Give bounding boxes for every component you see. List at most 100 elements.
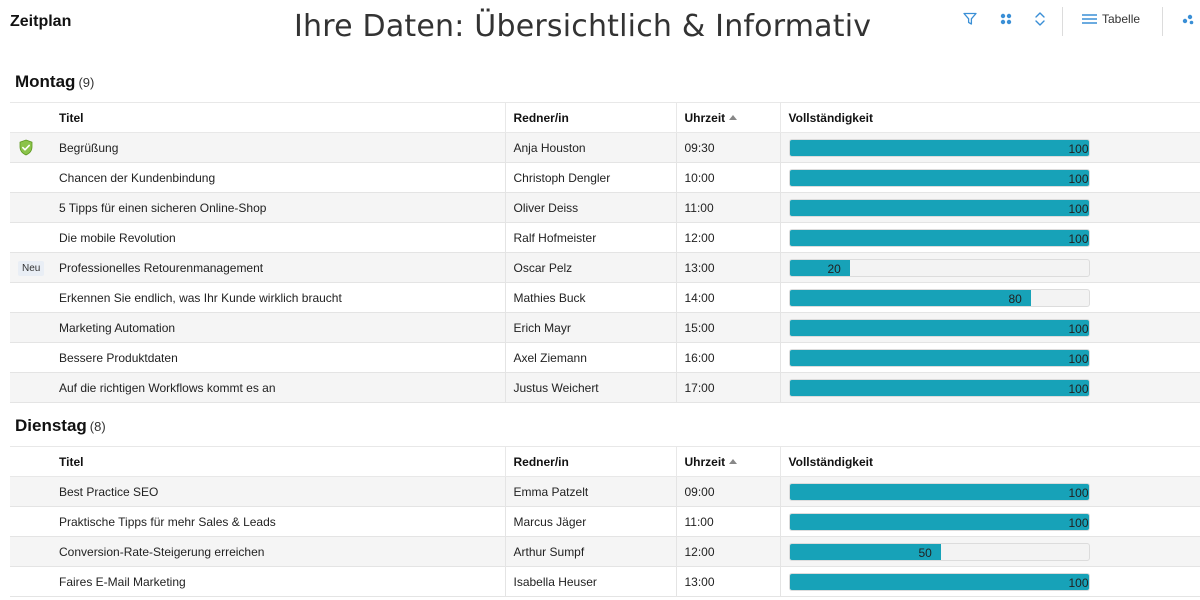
row-flag-cell	[10, 312, 51, 343]
row-flag-cell	[10, 342, 51, 373]
page-banner: Ihre Daten: Übersichtlich & Informativ	[294, 9, 872, 44]
progress-bar: 50	[788, 542, 1090, 561]
column-header-time[interactable]: Uhrzeit	[675, 446, 780, 477]
table-row[interactable]: Die mobile Revolution Ralf Hofmeister 12:0…	[10, 222, 1200, 253]
table-row[interactable]: Conversion-Rate-Steigerung erreichen Arth…	[10, 536, 1200, 567]
column-header-speaker-label: Redner/in	[513, 454, 569, 469]
filter-button[interactable]	[962, 10, 978, 28]
completeness-cell: 100	[779, 372, 1200, 403]
filter-icon	[963, 12, 977, 25]
row-flag-cell	[10, 536, 51, 567]
scatter-icon	[1182, 14, 1194, 25]
session-time: 17:00	[675, 372, 780, 403]
column-header-title-label: Titel	[59, 454, 84, 469]
table-row[interactable]: Bessere Produktdaten Axel Ziemann 16:00 100	[10, 342, 1200, 373]
session-speaker: Anja Houston	[504, 132, 676, 163]
progress-fill	[789, 229, 1089, 246]
column-header-time-label: Uhrzeit	[684, 110, 726, 125]
column-header-speaker[interactable]: Redner/in	[504, 102, 676, 133]
column-header-speaker-label: Redner/in	[513, 110, 569, 125]
row-flag-cell	[10, 566, 51, 597]
progress-fill	[789, 169, 1089, 186]
column-header-title[interactable]: Titel	[51, 102, 505, 133]
column-header-speaker[interactable]: Redner/in	[504, 446, 676, 477]
session-speaker: Axel Ziemann	[504, 342, 676, 373]
progress-fill	[789, 319, 1089, 336]
session-speaker: Arthur Sumpf	[504, 536, 676, 567]
schedule-table: Titel Redner/in Uhrzeit Vollständigkeit Begr…	[10, 102, 1200, 403]
table-row[interactable]: Marketing Automation Erich Mayr 15:00 100	[10, 312, 1200, 343]
table-row[interactable]: Best Practice SEO Emma Patzelt 09:00 100	[10, 476, 1200, 507]
session-speaker: Oliver Deiss	[504, 192, 676, 223]
completeness-cell: 100	[779, 162, 1200, 193]
session-time: 13:00	[675, 566, 780, 597]
table-header-row: Titel Redner/in Uhrzeit Vollständigkeit	[10, 446, 1200, 477]
progress-bar: 100	[788, 138, 1090, 157]
row-flag-cell: Neu	[10, 252, 51, 283]
session-time: 09:30	[675, 132, 780, 163]
session-time: 12:00	[675, 222, 780, 253]
sort-button[interactable]	[1032, 10, 1048, 28]
progress-bar: 100	[788, 168, 1090, 187]
progress-value: 100	[1068, 321, 1089, 336]
completeness-cell: 100	[779, 192, 1200, 223]
group-button[interactable]	[998, 10, 1014, 28]
day-name: Montag	[15, 72, 76, 91]
progress-bar: 100	[788, 572, 1090, 591]
row-flag-cell	[10, 476, 51, 507]
progress-value: 100	[1068, 141, 1089, 156]
table-row[interactable]: Erkennen Sie endlich, was Ihr Kunde wirk…	[10, 282, 1200, 313]
day-header[interactable]: Montag (9)	[15, 72, 94, 92]
completeness-cell: 100	[779, 506, 1200, 537]
day-count: (9)	[78, 75, 95, 90]
session-title: Best Practice SEO	[51, 476, 505, 507]
flag-header	[10, 446, 51, 477]
table-row[interactable]: Auf die richtigen Workflows kommt es an J…	[10, 372, 1200, 403]
session-title: Marketing Automation	[51, 312, 505, 343]
session-title: Erkennen Sie endlich, was Ihr Kunde wirk…	[51, 282, 505, 313]
column-header-title[interactable]: Titel	[51, 446, 505, 477]
table-row[interactable]: Praktische Tipps für mehr Sales & Leads M…	[10, 506, 1200, 537]
completeness-cell: 100	[779, 476, 1200, 507]
list-icon	[1082, 14, 1097, 24]
table-row[interactable]: Chancen der Kundenbindung Christoph Dengl…	[10, 162, 1200, 193]
row-flag-cell	[10, 506, 51, 537]
row-flag-cell	[10, 282, 51, 313]
column-header-time[interactable]: Uhrzeit	[675, 102, 780, 133]
row-flag-cell	[10, 192, 51, 223]
progress-fill	[789, 289, 1031, 306]
view-table-button[interactable]: Tabelle	[1082, 10, 1162, 28]
column-header-time-label: Uhrzeit	[684, 454, 726, 469]
view-table-label: Tabelle	[1102, 12, 1141, 26]
progress-fill	[789, 513, 1089, 530]
flag-header	[10, 102, 51, 133]
session-time: 11:00	[675, 192, 780, 223]
progress-bar: 80	[788, 288, 1090, 307]
column-header-completeness[interactable]: Vollständigkeit	[779, 102, 1200, 133]
progress-fill	[789, 379, 1089, 396]
scatter-view-button[interactable]	[1180, 10, 1196, 28]
toolbar-divider	[1162, 7, 1163, 36]
day-count: (8)	[89, 419, 106, 434]
sort-ascending-icon	[729, 114, 738, 120]
progress-bar: 100	[788, 378, 1090, 397]
progress-fill	[789, 573, 1089, 590]
table-row[interactable]: Begrüßung Anja Houston 09:30 100	[10, 132, 1200, 163]
table-row[interactable]: Neu Professionelles Retourenmanagement Osc…	[10, 252, 1200, 283]
table-row[interactable]: 5 Tipps für einen sicheren Online-Shop Ol…	[10, 192, 1200, 223]
session-title: Die mobile Revolution	[51, 222, 505, 253]
progress-value: 100	[1068, 515, 1089, 530]
table-row[interactable]: Faires E-Mail Marketing Isabella Heuser 13…	[10, 566, 1200, 597]
new-badge: Neu	[18, 260, 45, 276]
session-time: 14:00	[675, 282, 780, 313]
shield-check-icon	[18, 139, 51, 156]
completeness-cell: 80	[779, 282, 1200, 313]
session-title: Bessere Produktdaten	[51, 342, 505, 373]
progress-value: 100	[1068, 231, 1089, 246]
progress-fill	[789, 199, 1089, 216]
day-header[interactable]: Dienstag (8)	[15, 416, 106, 436]
column-header-completeness[interactable]: Vollständigkeit	[779, 446, 1200, 477]
session-title: Praktische Tipps für mehr Sales & Leads	[51, 506, 505, 537]
progress-value: 100	[1068, 575, 1089, 590]
progress-value: 20	[827, 261, 841, 276]
